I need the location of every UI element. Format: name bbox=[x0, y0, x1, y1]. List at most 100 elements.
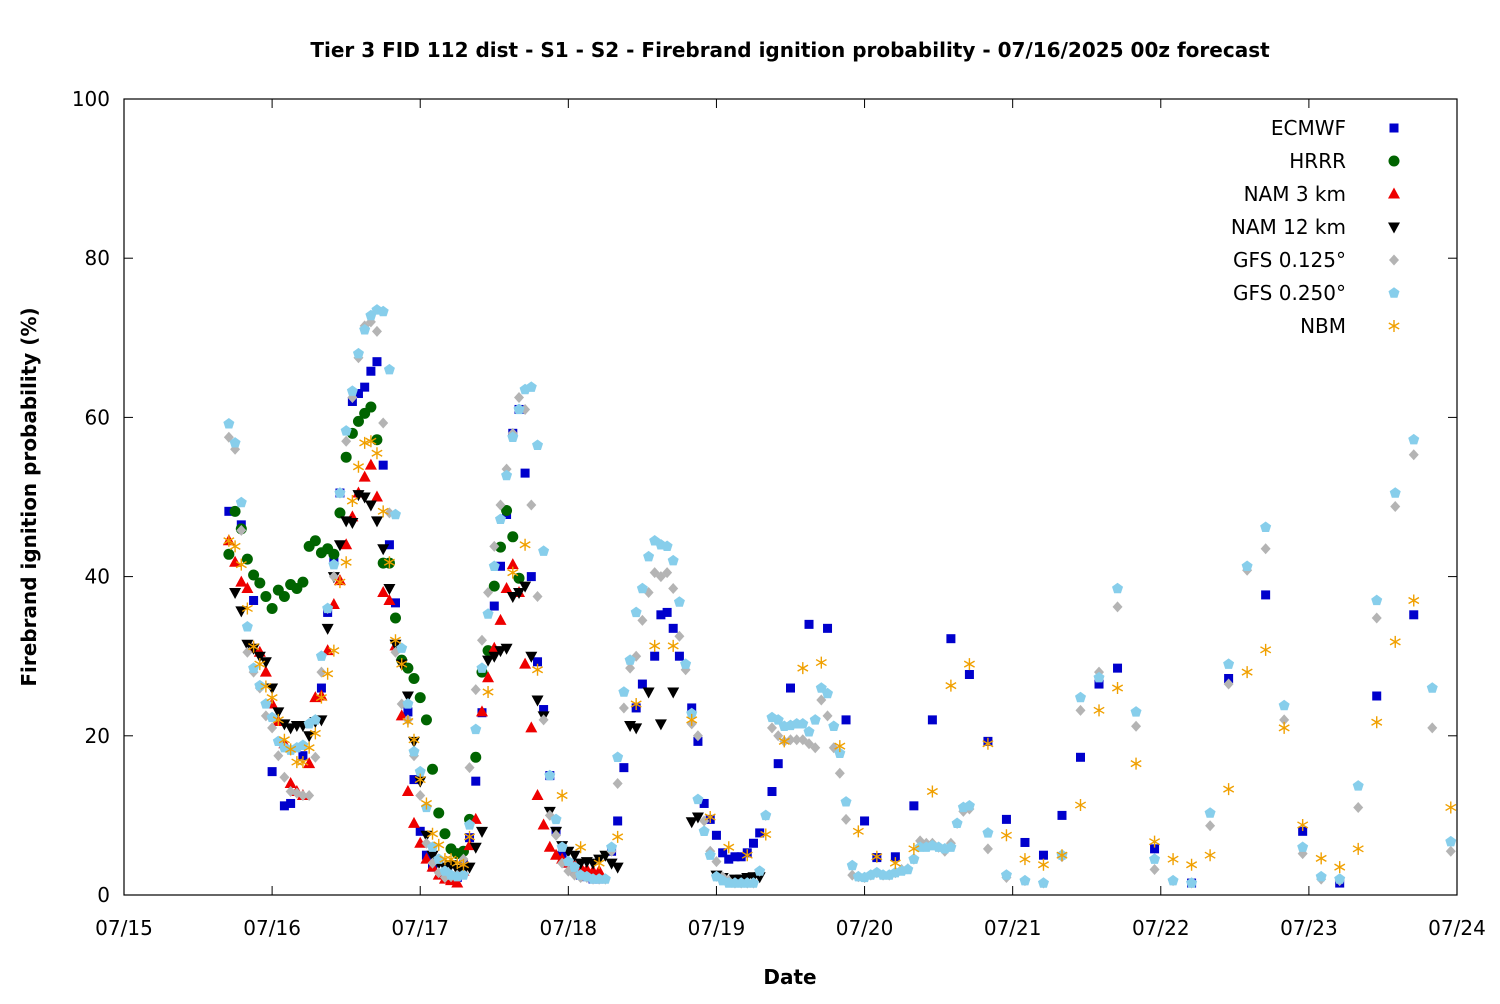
data-point bbox=[1223, 678, 1234, 690]
data-point bbox=[470, 723, 482, 735]
data-point bbox=[241, 553, 253, 565]
data-point bbox=[248, 662, 260, 673]
data-point bbox=[1334, 861, 1346, 874]
data-point bbox=[488, 580, 500, 592]
data-point bbox=[328, 558, 340, 570]
data-point bbox=[1204, 849, 1216, 862]
data-point bbox=[426, 827, 439, 840]
data-point bbox=[741, 849, 753, 862]
data-point bbox=[259, 665, 272, 677]
data-point bbox=[630, 723, 643, 735]
data-point bbox=[266, 602, 278, 614]
data-point bbox=[1037, 877, 1049, 888]
data-point bbox=[1075, 704, 1086, 716]
data-point bbox=[692, 730, 703, 742]
data-point bbox=[963, 658, 975, 671]
data-point bbox=[253, 651, 266, 663]
data-point bbox=[457, 858, 470, 871]
data-point bbox=[408, 816, 421, 828]
legend: ECMWF HRRR NAM 3 km NAM 12 km GFS 0.125° GFS … bbox=[1231, 116, 1400, 338]
plot-area-frame bbox=[123, 98, 1458, 896]
data-point bbox=[1278, 721, 1290, 734]
data-point bbox=[254, 577, 266, 589]
data-point bbox=[241, 582, 254, 594]
data-point bbox=[451, 857, 463, 870]
data-point bbox=[378, 460, 388, 470]
data-point bbox=[1150, 844, 1160, 854]
data-point bbox=[501, 505, 513, 517]
series-gfs-0-250- bbox=[223, 304, 1457, 888]
data-point bbox=[544, 769, 556, 781]
data-point bbox=[482, 686, 494, 699]
data-point bbox=[285, 743, 297, 756]
data-point bbox=[303, 731, 316, 743]
data-point bbox=[803, 726, 815, 737]
data-point bbox=[927, 715, 937, 725]
data-point bbox=[1074, 691, 1087, 703]
data-point bbox=[513, 588, 526, 600]
data-point bbox=[513, 403, 525, 415]
data-point bbox=[1186, 877, 1198, 888]
data-point bbox=[1000, 829, 1012, 842]
data-point bbox=[260, 591, 272, 602]
data-point bbox=[1445, 845, 1456, 857]
data-point bbox=[470, 751, 482, 763]
data-point bbox=[520, 468, 530, 478]
data-point bbox=[575, 841, 587, 854]
data-point bbox=[532, 591, 543, 602]
data-point bbox=[297, 576, 309, 588]
data-point bbox=[618, 702, 629, 714]
y-tick-label: 0 bbox=[97, 883, 110, 907]
data-point bbox=[463, 830, 476, 843]
data-point bbox=[686, 713, 698, 726]
data-point bbox=[1019, 853, 1031, 866]
data-point bbox=[463, 862, 476, 874]
data-point bbox=[668, 623, 678, 633]
data-point bbox=[730, 852, 740, 862]
data-point bbox=[1315, 870, 1327, 882]
data-point bbox=[260, 698, 272, 709]
data-point bbox=[871, 850, 883, 863]
data-point bbox=[890, 852, 900, 862]
data-point bbox=[724, 854, 734, 864]
data-point bbox=[377, 544, 390, 556]
data-point bbox=[693, 736, 703, 746]
x-tick-label: 07/17 bbox=[391, 916, 449, 940]
data-point bbox=[507, 431, 519, 442]
data-point bbox=[469, 812, 482, 824]
data-point bbox=[537, 818, 550, 830]
data-point bbox=[624, 654, 636, 665]
data-point bbox=[377, 586, 390, 598]
data-point bbox=[1353, 801, 1364, 813]
data-point bbox=[415, 826, 425, 836]
data-point bbox=[612, 830, 624, 843]
data-point bbox=[667, 554, 679, 566]
data-point bbox=[1297, 841, 1309, 852]
data-point bbox=[1389, 487, 1401, 498]
data-point bbox=[704, 849, 716, 860]
data-point bbox=[439, 828, 451, 840]
data-point bbox=[420, 797, 432, 810]
data-point bbox=[531, 789, 544, 800]
data-point bbox=[482, 671, 495, 683]
y-tick-label: 40 bbox=[85, 565, 110, 589]
data-point bbox=[1371, 594, 1383, 606]
data-point bbox=[1445, 835, 1457, 847]
data-point bbox=[414, 765, 426, 777]
data-point bbox=[464, 819, 476, 830]
data-point bbox=[507, 566, 519, 579]
data-point bbox=[500, 582, 513, 594]
data-point bbox=[840, 796, 852, 807]
data-point bbox=[483, 587, 494, 599]
data-point bbox=[254, 658, 266, 671]
x-tick-label: 07/22 bbox=[1132, 916, 1190, 940]
data-point bbox=[427, 841, 439, 852]
data-point bbox=[532, 439, 544, 450]
data-point bbox=[241, 639, 254, 651]
data-point bbox=[365, 401, 377, 413]
data-point bbox=[445, 860, 458, 872]
data-point bbox=[834, 740, 846, 753]
data-point bbox=[396, 642, 408, 653]
data-point bbox=[1260, 643, 1272, 656]
